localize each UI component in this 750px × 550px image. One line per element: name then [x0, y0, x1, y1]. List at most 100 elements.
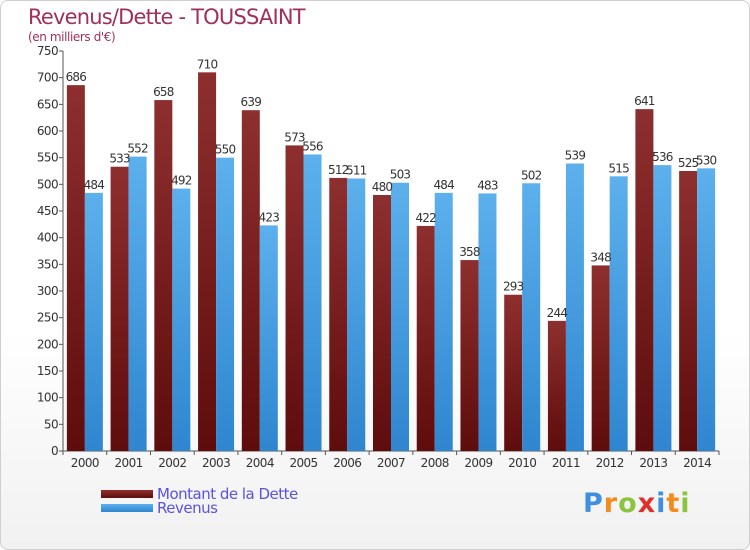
bar-revenue [128, 156, 147, 451]
logo-letter: r [603, 488, 619, 519]
data-label-revenue: 511 [346, 163, 367, 177]
bar-debt [241, 110, 260, 451]
data-label-debt: 641 [634, 94, 655, 108]
data-label-debt: 525 [678, 156, 699, 170]
x-tick-label: 2003 [202, 456, 230, 470]
bar-debt [110, 166, 129, 451]
y-tick-label: 350 [37, 257, 58, 271]
bar-debt [547, 320, 566, 451]
data-label-debt: 686 [66, 70, 87, 84]
bar-debt [285, 145, 304, 451]
data-label-debt: 358 [459, 245, 480, 259]
data-label-revenue: 536 [652, 150, 673, 164]
bar-debt [591, 265, 610, 451]
proxiti-logo: Proxiti [583, 488, 691, 519]
data-label-debt: 533 [109, 152, 130, 166]
logo-letter: i [680, 488, 691, 519]
bar-revenue [697, 168, 716, 452]
data-label-revenue: 484 [84, 178, 105, 192]
y-tick-label: 200 [37, 337, 58, 351]
bar-debt [373, 195, 391, 451]
y-tick-label: 0 [51, 444, 58, 458]
data-label-debt: 573 [284, 130, 305, 144]
data-label-revenue: 492 [171, 174, 192, 188]
y-tick-label: 300 [37, 284, 58, 298]
y-tick-label: 450 [37, 204, 58, 218]
x-tick-label: 2010 [508, 456, 536, 470]
y-tick-label: 600 [37, 124, 58, 138]
legend: Montant de la Dette Revenus [101, 485, 298, 517]
data-label-debt: 710 [197, 57, 218, 71]
x-tick-label: 2006 [333, 456, 361, 470]
data-label-revenue: 539 [565, 149, 586, 163]
bar-debt [154, 100, 173, 452]
x-tick-label: 2004 [246, 456, 274, 470]
x-tick-label: 2007 [377, 456, 405, 470]
legend-swatch-debt [101, 490, 153, 498]
data-label-revenue: 484 [433, 178, 454, 192]
chart-title: Revenus/Dette - TOUSSAINT [28, 5, 306, 29]
y-tick-label: 250 [37, 311, 58, 325]
bar-revenue [172, 188, 191, 451]
data-label-revenue: 550 [215, 143, 236, 157]
data-label-revenue: 502 [521, 168, 542, 182]
bar-revenue [434, 192, 453, 451]
bar-debt [416, 225, 435, 451]
data-labels: 686 533 658 710 639 573 512 480 422 358 293 244 348 6… [66, 57, 718, 320]
y-tick-label: 650 [37, 97, 58, 111]
data-label-debt: 422 [415, 211, 436, 225]
legend-swatch-revenue [101, 504, 153, 512]
bar-revenue [303, 154, 322, 451]
bar-revenue [522, 183, 541, 451]
data-label-revenue: 423 [259, 210, 280, 224]
x-tick-label: 2008 [421, 456, 449, 470]
bar-debt [66, 85, 85, 451]
legend-label-revenue: Revenus [157, 499, 218, 517]
data-label-revenue: 483 [477, 178, 498, 192]
data-label-revenue: 556 [302, 139, 323, 153]
logo-letter: P [583, 488, 604, 519]
data-label-revenue: 552 [127, 142, 148, 156]
bar-revenue [216, 157, 235, 451]
x-tick-label: 2013 [639, 456, 667, 470]
legend-item-debt: Montant de la Dette [101, 485, 298, 503]
x-tick-label: 2000 [71, 456, 99, 470]
bar-debt [679, 171, 698, 451]
data-label-revenue: 530 [696, 153, 717, 167]
logo-letter: i [656, 488, 667, 519]
data-label-debt: 480 [372, 180, 393, 194]
data-label-debt: 244 [547, 306, 568, 320]
data-label-debt: 512 [328, 163, 349, 177]
bar-revenue [653, 165, 672, 451]
x-tick-label: 2014 [683, 456, 711, 470]
logo-letter: t [666, 488, 681, 519]
bar-revenue [478, 193, 497, 451]
bar-revenue [609, 176, 628, 452]
x-tick-label: 2011 [552, 456, 580, 470]
bar-debt [504, 294, 523, 451]
axes: 0 50 100 150 200 250 300 350 400 450 500 550 600 650 7… [37, 44, 720, 470]
x-tick-label: 2005 [289, 456, 317, 470]
y-tick-label: 550 [37, 151, 58, 165]
logo-letter: x [637, 488, 657, 519]
logo-letter: o [618, 488, 638, 519]
y-tick-label: 50 [44, 417, 58, 431]
bar-revenue [391, 182, 409, 451]
data-label-debt: 658 [153, 85, 174, 99]
bar-revenue [259, 225, 278, 451]
y-tick-label: 750 [37, 44, 58, 58]
bar-revenue [347, 178, 366, 451]
y-tick-label: 150 [37, 364, 58, 378]
data-label-revenue: 503 [390, 168, 411, 182]
bars [66, 72, 716, 452]
x-tick-label: 2002 [158, 456, 186, 470]
bar-revenue [84, 192, 103, 451]
legend-label-debt: Montant de la Dette [157, 485, 298, 503]
y-tick-label: 500 [37, 177, 58, 191]
data-label-revenue: 515 [608, 161, 629, 175]
data-label-debt: 293 [503, 280, 524, 294]
data-label-debt: 348 [590, 250, 611, 264]
data-label-debt: 639 [241, 95, 262, 109]
